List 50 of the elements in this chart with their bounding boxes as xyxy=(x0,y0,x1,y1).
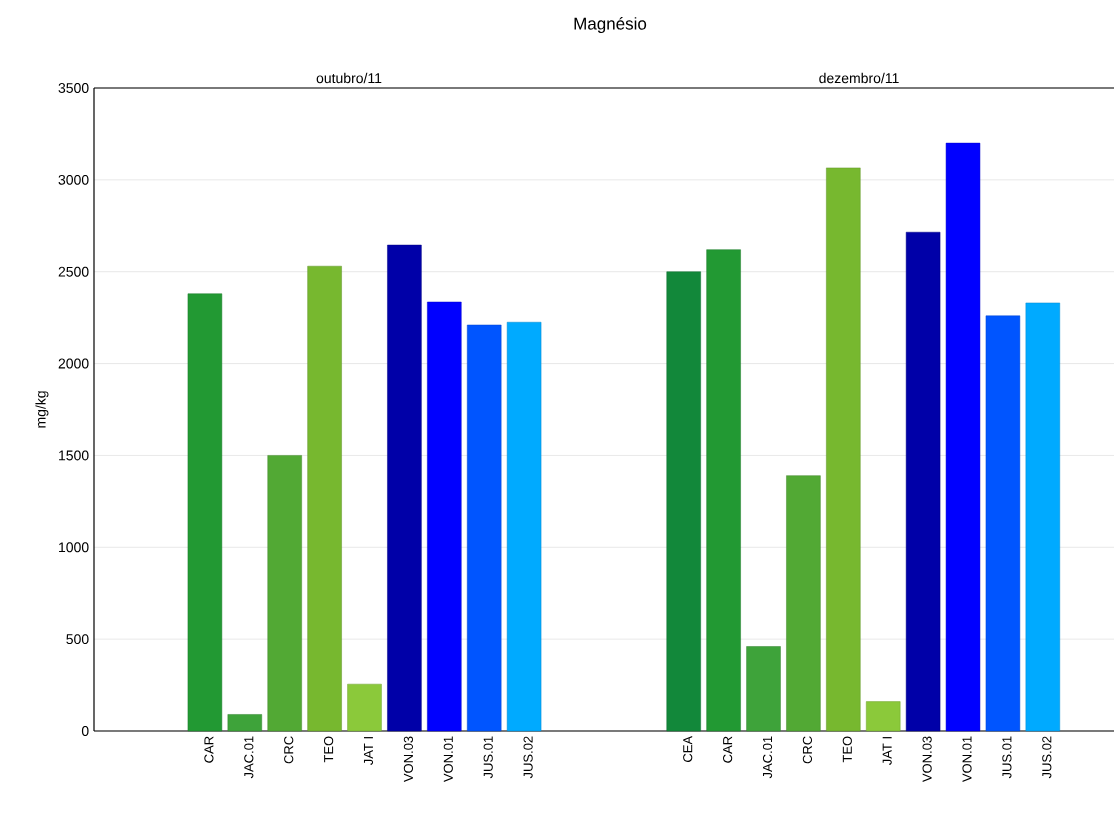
bar xyxy=(786,475,821,732)
bar xyxy=(905,231,941,732)
x-tick-label: CRC xyxy=(802,736,813,764)
y-tick-label: 1500 xyxy=(59,450,89,461)
x-tick-label: VON.03 xyxy=(922,736,932,783)
x-tick-label: JUS.02 xyxy=(523,736,533,779)
bar xyxy=(826,167,861,732)
x-tick-label: TEO xyxy=(842,736,852,763)
x-tick-label: JAT I xyxy=(882,737,892,766)
bar xyxy=(427,301,462,732)
x-tick-label: JUS.01 xyxy=(483,736,493,779)
x-tick-label: JAC.01 xyxy=(762,736,773,779)
text: outubro/11 xyxy=(316,72,382,84)
bar xyxy=(506,321,542,732)
x-tick-label: CAR xyxy=(204,736,214,763)
bar xyxy=(347,683,382,732)
text: dezembro/11 xyxy=(819,72,899,84)
y-tick-label: 1000 xyxy=(59,542,89,553)
y-tick-label: 0 xyxy=(81,726,89,736)
bar xyxy=(985,315,1021,732)
bar xyxy=(187,293,223,732)
x-tick-label: VON.03 xyxy=(403,736,414,783)
x-tick-label: TEO xyxy=(324,736,334,763)
bar xyxy=(746,646,781,732)
y-axis-title: mg/kg xyxy=(35,391,49,428)
y-tick-label: 3000 xyxy=(58,174,89,185)
chart-title: Magnésio xyxy=(574,16,647,34)
x-tick-label: CEA xyxy=(683,735,693,762)
bar xyxy=(1025,302,1061,732)
x-tick-label: JUS.02 xyxy=(1042,736,1052,779)
bar xyxy=(706,249,741,732)
x-tick-label: VON.01 xyxy=(443,736,453,783)
bar xyxy=(267,455,302,732)
x-tick-label: JUS.01 xyxy=(1002,736,1012,779)
bar xyxy=(866,701,901,732)
x-tick-label: CRC xyxy=(284,736,294,764)
x-tick-label: VON.01 xyxy=(962,736,972,783)
bar xyxy=(387,244,422,732)
bar xyxy=(227,714,263,732)
x-tick-label: JAT I xyxy=(363,737,374,766)
y-tick-label: 500 xyxy=(66,634,89,645)
y-tick-label: 3500 xyxy=(58,83,89,93)
bar xyxy=(307,265,342,732)
x-tick-label: CAR xyxy=(723,736,733,763)
bar xyxy=(945,142,981,732)
y-tick-label: 2500 xyxy=(58,266,89,277)
y-tick-label: 2000 xyxy=(58,358,89,369)
bar xyxy=(666,271,701,732)
bar xyxy=(467,324,502,732)
x-tick-label: JAC.01 xyxy=(244,736,254,779)
